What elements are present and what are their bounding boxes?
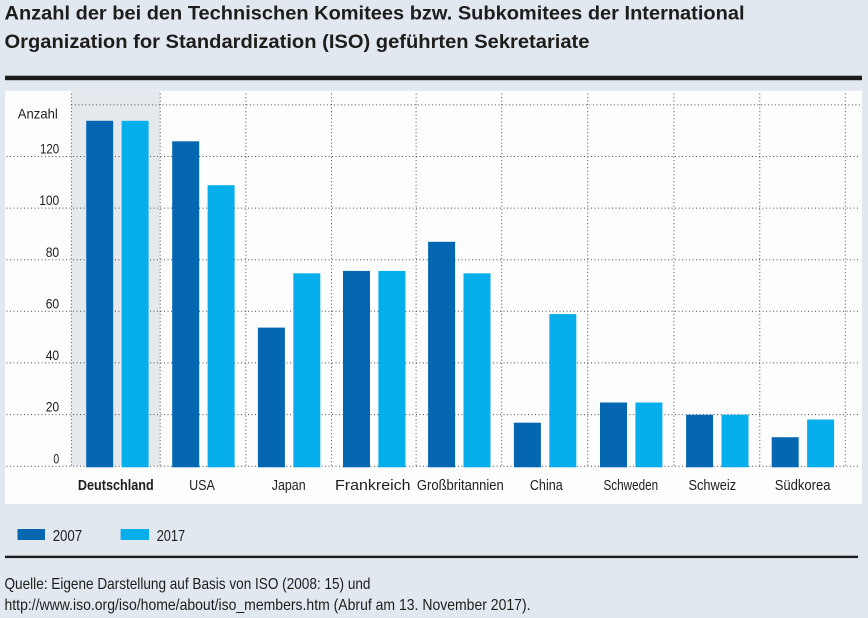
svg-text:Anzahl der bei den Technischen: Anzahl der bei den Technischen Komitees …: [5, 2, 745, 24]
svg-text:Japan: Japan: [272, 478, 306, 494]
svg-text:40: 40: [46, 347, 60, 363]
svg-text:Schweden: Schweden: [604, 478, 659, 494]
svg-text:60: 60: [46, 295, 60, 311]
svg-text:Schweiz: Schweiz: [688, 478, 736, 494]
svg-text:Quelle: Eigene Darstellung auf: Quelle: Eigene Darstellung auf Basis von…: [5, 576, 371, 593]
svg-text:120: 120: [40, 141, 59, 157]
svg-text:20: 20: [46, 399, 60, 415]
svg-text:Großbritannien: Großbritannien: [417, 478, 504, 494]
svg-text:Frankreich: Frankreich: [335, 478, 411, 494]
svg-text:0: 0: [53, 450, 59, 466]
svg-text:Deutschland: Deutschland: [78, 478, 154, 494]
svg-text:2007: 2007: [53, 528, 82, 545]
svg-text:Anzahl: Anzahl: [18, 105, 58, 121]
svg-text:USA: USA: [189, 478, 215, 494]
svg-text:80: 80: [46, 244, 60, 260]
svg-text:China: China: [530, 478, 563, 494]
svg-text:Organization for Standardizati: Organization for Standardization (ISO) g…: [5, 31, 590, 53]
svg-text:Südkorea: Südkorea: [775, 478, 831, 494]
svg-text:2017: 2017: [157, 528, 185, 545]
svg-text:100: 100: [39, 192, 59, 208]
svg-text:http://www.iso.org/iso/home/ab: http://www.iso.org/iso/home/about/iso_me…: [5, 597, 531, 614]
